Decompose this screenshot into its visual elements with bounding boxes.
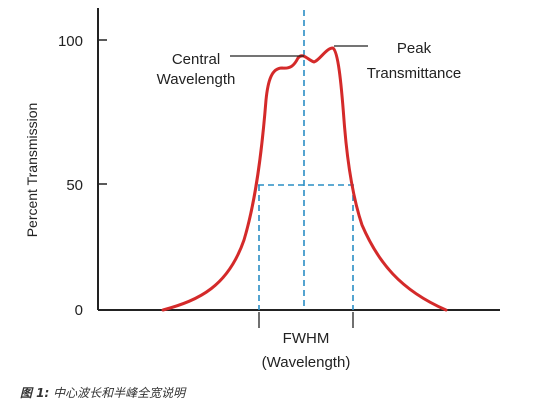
- transmission-diagram: 100 50 0 Percent Transmission Central Wa…: [24, 8, 500, 371]
- transmission-curve: [161, 46, 448, 312]
- central-label-line2: Wavelength: [157, 71, 236, 88]
- caption-label: 图 1:: [20, 386, 50, 400]
- y-tick-label-0: 0: [75, 302, 83, 319]
- caption-text: 中心波长和半峰全宽说明: [53, 386, 186, 400]
- fwhm-label-line2: (Wavelength): [262, 354, 351, 371]
- figure-caption: 图 1: 中心波长和半峰全宽说明: [20, 384, 520, 404]
- central-label-line1: Central: [172, 51, 220, 68]
- peak-label-line2: Transmittance: [367, 65, 461, 82]
- fwhm-label-line1: FWHM: [283, 330, 330, 347]
- fwhm-dashed-box: [258, 10, 354, 310]
- peak-label-line1: Peak: [397, 40, 432, 57]
- y-tick-label-50: 50: [66, 177, 83, 194]
- y-tick-label-100: 100: [58, 33, 83, 50]
- y-axis-title: Percent Transmission: [24, 103, 40, 238]
